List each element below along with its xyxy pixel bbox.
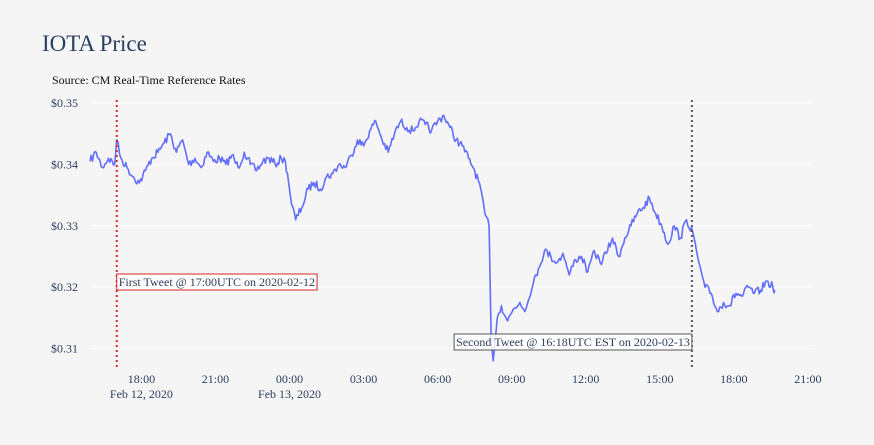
- x-tick-date-label: Feb 12, 2020: [110, 387, 173, 401]
- tweet-annotation-text: Second Tweet @ 16:18UTC EST on 2020-02-1…: [456, 335, 690, 349]
- tweet-annotation: Second Tweet @ 16:18UTC EST on 2020-02-1…: [453, 333, 693, 351]
- chart-subtitle: Source: CM Real-Time Reference Rates: [52, 73, 246, 87]
- x-tick-label: 12:00: [572, 372, 599, 386]
- x-tick-label: 21:00: [202, 372, 229, 386]
- x-tick-date-label: Feb 13, 2020: [258, 387, 321, 401]
- y-tick-label: $0.33: [51, 219, 78, 233]
- annotation-layer: First Tweet @ 17:00UTC on 2020-02-12 Seco…: [115, 100, 693, 370]
- tweet-annotation-box: [453, 333, 693, 351]
- series-layer: [89, 114, 776, 362]
- y-tick-label: $0.35: [51, 96, 78, 110]
- x-tick-label: 21:00: [794, 372, 821, 386]
- x-tick-label: 18:00: [720, 372, 747, 386]
- tweet-annotation-box: [116, 273, 318, 291]
- chart-title: IOTA Price: [42, 31, 147, 56]
- x-tick-label: 18:00: [128, 372, 155, 386]
- price-line: [89, 114, 776, 362]
- x-tick-label: 03:00: [350, 372, 377, 386]
- y-axis: $0.31 $0.32 $0.33 $0.34 $0.35: [51, 96, 78, 355]
- tweet-annotation: First Tweet @ 17:00UTC on 2020-02-12: [116, 273, 318, 291]
- y-tick-label: $0.34: [51, 157, 78, 171]
- y-tick-label: $0.32: [51, 280, 78, 294]
- tweet-annotation-text: First Tweet @ 17:00UTC on 2020-02-12: [119, 275, 315, 289]
- y-tick-label: $0.31: [51, 342, 78, 356]
- x-tick-label: 00:00: [276, 372, 303, 386]
- x-tick-label: 06:00: [424, 372, 451, 386]
- x-tick-label: 15:00: [646, 372, 673, 386]
- x-tick-label: 09:00: [498, 372, 525, 386]
